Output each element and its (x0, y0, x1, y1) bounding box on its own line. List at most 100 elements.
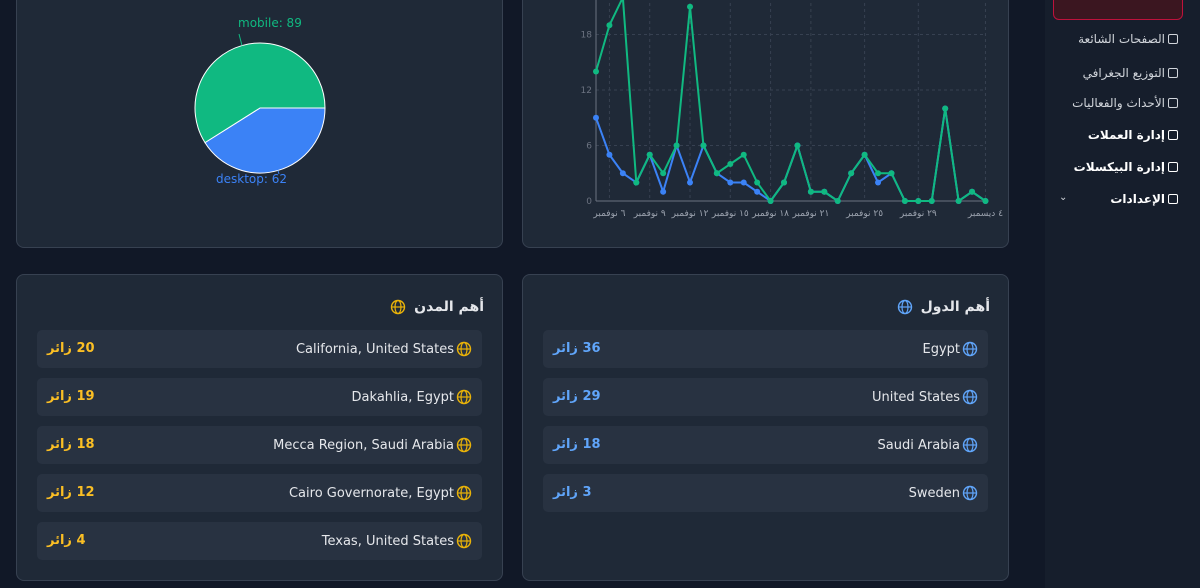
nav-item[interactable]: الصفحات الشائعة (1078, 32, 1178, 46)
row-count: 4 زائر (47, 533, 86, 548)
series-point (888, 170, 895, 177)
series-point (713, 170, 720, 177)
line-card: 0 6 12 18 ٦ نوفمبر ٩ نوفمبر ١٢ نوفمبر ١٥ نوفمبر… (522, 0, 1009, 248)
nav-icon (1168, 130, 1178, 140)
row-name: Dakahlia, Egypt (352, 389, 472, 405)
countries-title: أهم الدول (897, 299, 990, 315)
name-text: Mecca Region, Saudi Arabia (273, 437, 454, 453)
series-point (955, 198, 962, 204)
list-row: United States 29 زائر (543, 378, 988, 416)
nav-label[interactable]: إدارة البيكسلات (1073, 160, 1165, 174)
nav-icon (1168, 162, 1178, 172)
globe-icon (962, 437, 978, 453)
name-text: Sweden (908, 485, 960, 501)
name-text: Egypt (922, 341, 960, 357)
name-text: Cairo Governorate, Egypt (288, 485, 454, 501)
series-point (848, 170, 855, 177)
series-point (593, 114, 599, 121)
x-tick-label: ١٢ نوفمبر (671, 209, 709, 219)
name-text: California, United States (295, 341, 454, 357)
series-point (969, 188, 976, 195)
list-row: Mecca Region, Saudi Arabia 18 زائر (37, 426, 482, 464)
nav-item[interactable]: إدارة البيكسلات (1074, 160, 1178, 174)
nav-label[interactable]: إدارة العملات (1087, 128, 1165, 142)
globe-icon (962, 389, 978, 405)
list-row: Texas, United States 4 زائر (37, 522, 482, 560)
line-chart: 0 6 12 18 ٦ نوفمبر ٩ نوفمبر ١٢ نوفمبر ١٥ نوفمبر… (581, 0, 1003, 219)
x-tick-label: ٢٩ نوفمبر (899, 209, 937, 219)
globe-icon (390, 299, 406, 315)
y-tick-label: 6 (586, 141, 592, 151)
row-count: 3 زائر (553, 485, 592, 500)
nav-icon (1168, 68, 1178, 78)
pie-chart: desktop: 62 mobile: 89 (194, 16, 326, 186)
globe-icon (897, 299, 912, 315)
series-point (781, 179, 788, 186)
series-line (595, 0, 987, 203)
cities-card: أهم المدن California, United States 20 زا… (16, 274, 503, 581)
globe-icon (456, 389, 472, 405)
nav-item[interactable]: الإعدادات (1110, 192, 1178, 206)
leader-line (277, 170, 280, 175)
globe-icon (962, 341, 978, 357)
nav-label[interactable]: التوزيع الجغرافي (1082, 66, 1165, 80)
row-name: Sweden (909, 485, 978, 501)
pie-label: mobile: 89 (238, 16, 302, 30)
series-point (928, 198, 935, 204)
row-name: Texas, United States (322, 533, 472, 549)
leader-line (238, 33, 243, 46)
x-tick-label: ٦ نوفمبر (592, 209, 625, 219)
series-point (915, 198, 922, 204)
name-text: Texas, United States (321, 533, 454, 549)
nav-label[interactable]: الأحداث والفعاليات (1072, 96, 1165, 110)
series-point (807, 188, 814, 195)
globe-icon (456, 341, 472, 357)
series-point (593, 68, 599, 75)
nav-label[interactable]: الصفحات الشائعة (1078, 32, 1165, 46)
nav-item[interactable]: التوزيع الجغرافي (1083, 66, 1178, 80)
row-name: Saudi Arabia (878, 437, 979, 453)
globe-icon (456, 437, 472, 453)
series-point (821, 188, 828, 195)
row-name: Egypt (922, 341, 978, 357)
series-point (687, 3, 694, 10)
globe-icon (456, 533, 472, 549)
row-count: 18 زائر (553, 437, 601, 452)
nav-item[interactable]: إدارة العملات (1088, 128, 1178, 142)
x-tick-label: ٢٥ نوفمبر (845, 209, 883, 219)
series-point (660, 170, 667, 177)
row-name: United States (872, 389, 978, 405)
series-point (834, 198, 841, 204)
nav-label[interactable]: الإعدادات (1110, 192, 1165, 206)
series-line (595, 108, 987, 203)
series-point (673, 142, 680, 149)
list-row: Dakahlia, Egypt 19 زائر (37, 378, 482, 416)
globe-icon (962, 485, 978, 501)
series-point (767, 198, 774, 204)
row-name: Cairo Governorate, Egypt (289, 485, 472, 501)
x-tick-label: ٢١ نوفمبر (791, 209, 829, 219)
name-text: Dakahlia, Egypt (351, 389, 454, 405)
list-row: Cairo Governorate, Egypt 12 زائر (37, 474, 482, 512)
series-point (660, 188, 667, 195)
series-point (646, 151, 653, 158)
nav-item[interactable]: الأحداث والفعاليات (1072, 96, 1178, 110)
title: أهم الدول (920, 299, 990, 315)
row-count: 20 زائر (47, 341, 95, 356)
row-name: Mecca Region, Saudi Arabia (273, 437, 472, 453)
name-text: United States (871, 389, 960, 405)
series-point (754, 188, 761, 195)
row-count: 12 زائر (47, 485, 95, 500)
active-item[interactable] (1053, 0, 1183, 20)
pie-card: desktop: 62 mobile: 89 (16, 0, 503, 248)
series-point (901, 198, 908, 204)
y-tick-label: 0 (586, 197, 592, 207)
series-point (700, 142, 707, 149)
cities-title: أهم المدن (390, 299, 484, 315)
row-count: 29 زائر (553, 389, 601, 404)
row-count: 36 زائر (553, 341, 601, 356)
series-point (740, 151, 747, 158)
row-count: 19 زائر (47, 389, 95, 404)
list-row: Egypt 36 زائر (543, 330, 988, 368)
